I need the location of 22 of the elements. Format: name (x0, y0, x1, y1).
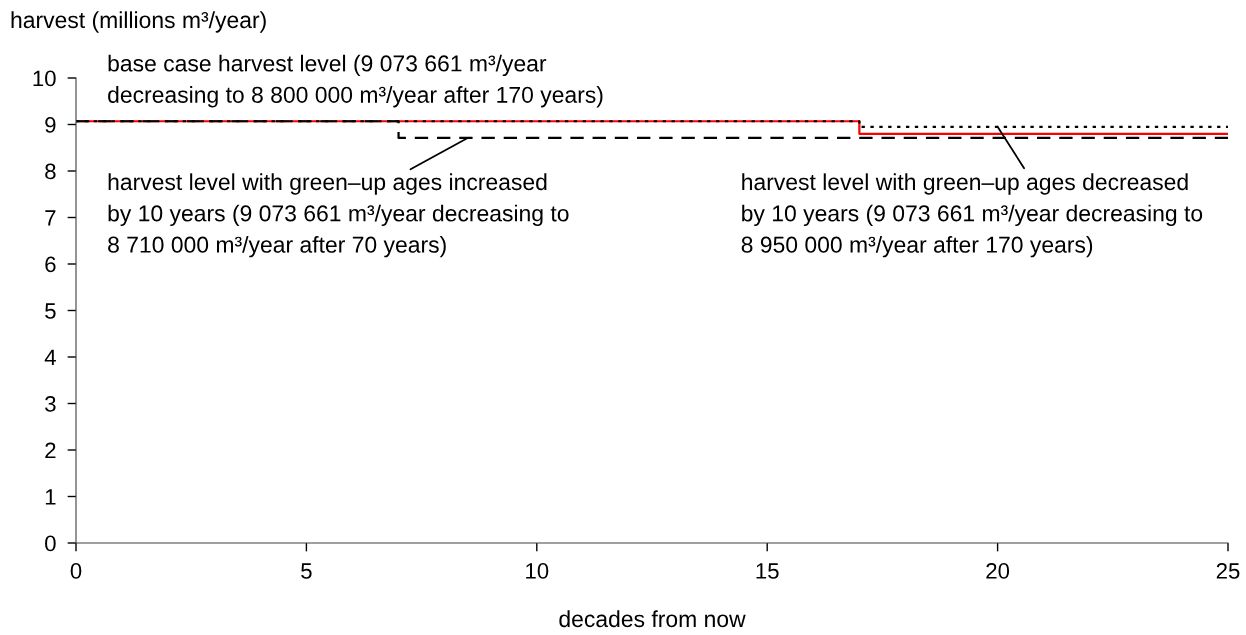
y-tick-label: 1 (45, 489, 56, 505)
y-tick-label: 10 (33, 70, 56, 87)
x-tick-label: 0 (70, 563, 82, 579)
y-tick-label: 9 (45, 117, 56, 133)
y-tick-label: 3 (45, 396, 56, 412)
y-tick-label: 2 (45, 442, 56, 459)
x-tick-label: 25 (1216, 563, 1240, 579)
y-tick-label: 8 (45, 163, 56, 180)
x-tick-label: 10 (526, 563, 549, 579)
y-tick-label: 7 (45, 210, 56, 226)
x-tick-label: 5 (301, 563, 312, 579)
annotation: harvest level with green–up ages increased by 10 years (9 073 661 m³/year decreasing to 8 710 000 m³/year after 70 years) (108, 173, 569, 258)
y-tick-label: 0 (45, 535, 56, 552)
y-tick-label: 5 (45, 303, 56, 319)
x-tick-label: 15 (756, 563, 779, 579)
y-tick-label: 4 (44, 349, 56, 366)
annotation: base case harvest level (9 073 661 m³/year decreasing to 8 800 000 m³/year after 170 years) (108, 54, 603, 108)
x-tick-label: 20 (986, 563, 1010, 579)
x-axis-title: decades from now (559, 610, 746, 628)
annotation: harvest level with green–up ages decreased by 10 years (9 073 661 m³/year decreasing to 8 950 000 m³/year after 170 years) (741, 173, 1203, 258)
y-axis-title: harvest (millions m³/year) (11, 11, 266, 33)
y-tick-label: 6 (45, 256, 56, 273)
